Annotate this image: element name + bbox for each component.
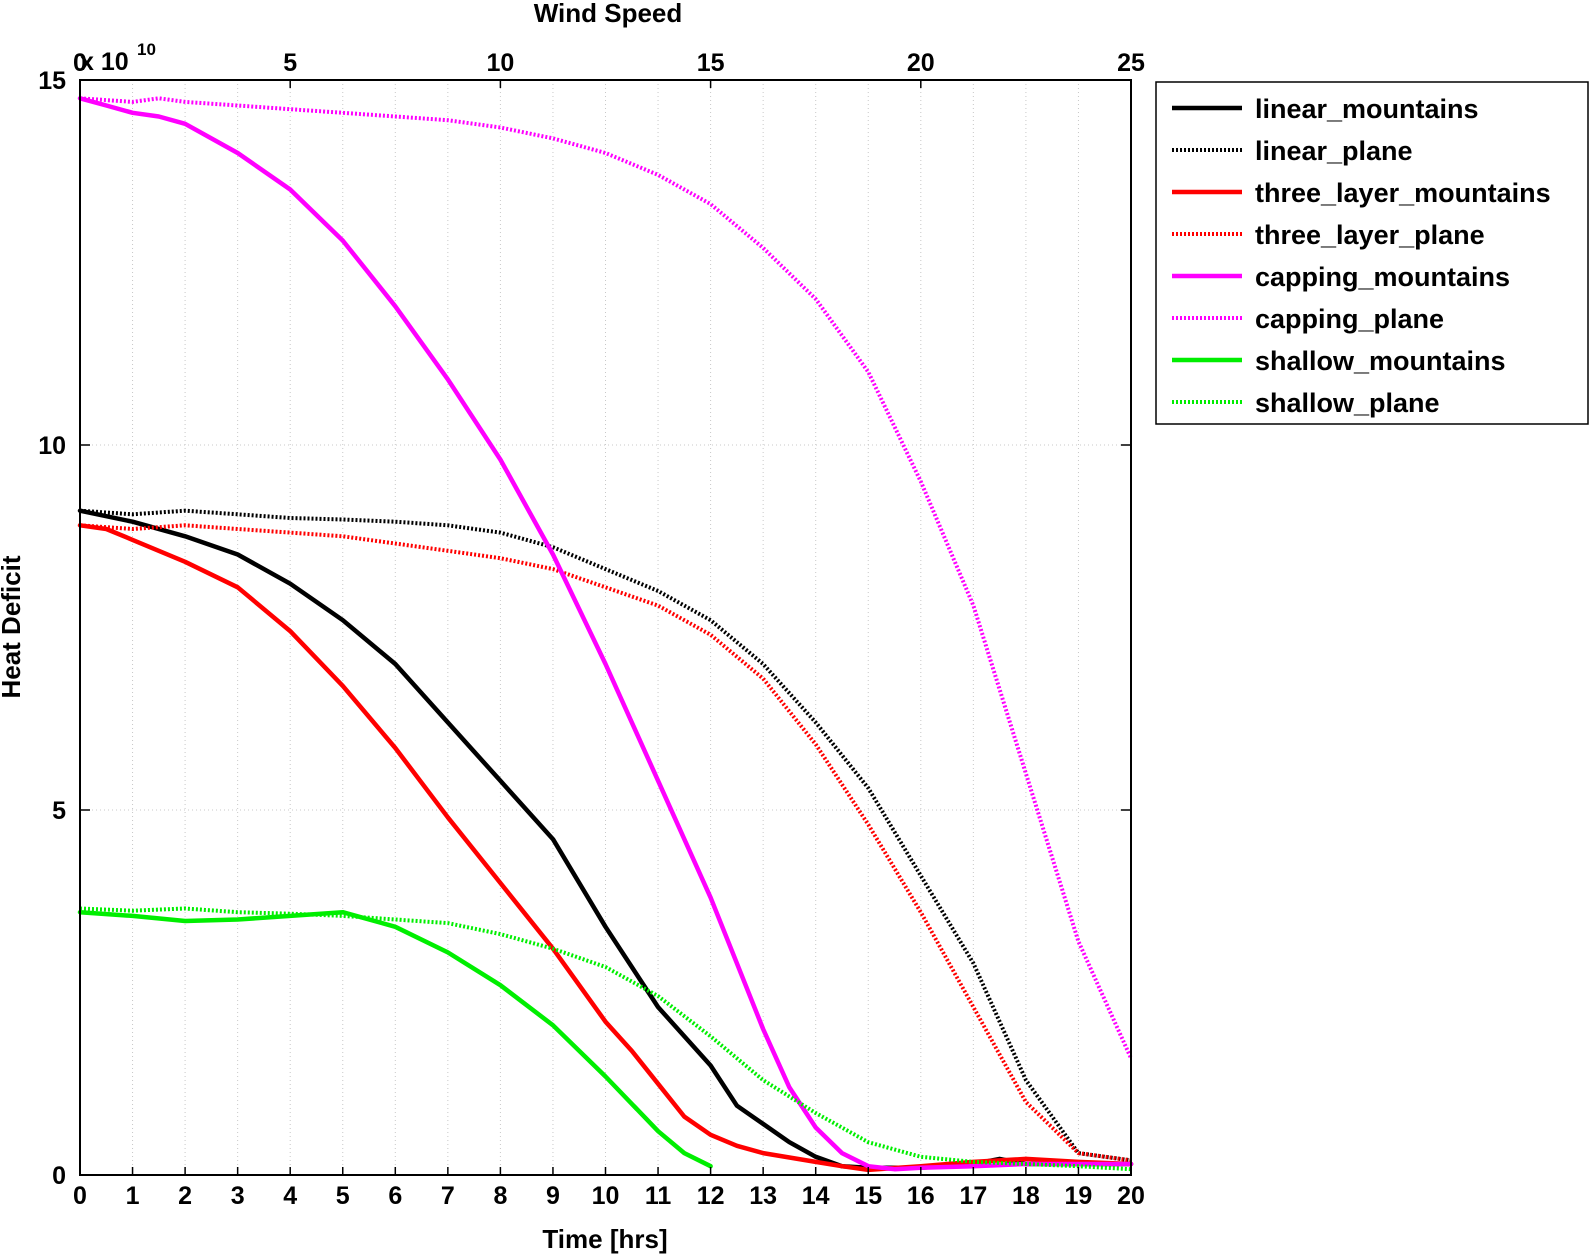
x-tick-label: 2 [178,1182,192,1210]
legend-label-linear-plane: linear_plane [1255,136,1413,166]
x-axis-title: Time [hrs] [542,1224,667,1254]
legend-label-capping-mountains: capping_mountains [1255,262,1510,292]
legend-label-shallow-plane: shallow_plane [1255,388,1440,418]
legend-label-linear-mountains: linear_mountains [1255,94,1479,124]
top-axis-title: Wind Speed [534,0,683,28]
x-tick-label: 3 [231,1182,245,1210]
y-exponent-power: 10 [137,40,156,59]
top-tick-label: 5 [283,49,297,77]
x-tick-label: 13 [749,1182,777,1210]
x-tick-label: 15 [854,1182,882,1210]
legend: linear_mountains linear_plane three_layer_… [1155,81,1589,425]
x-tick-label: 7 [441,1182,455,1210]
series-line-capping-plane [79,96,1133,1060]
x-tick-label: 19 [1065,1182,1093,1210]
series-line-shallow-plane [79,906,1132,1172]
y-tick-label: 5 [52,797,66,825]
top-tick-label: 0 [73,49,87,77]
x-tick-label: 10 [592,1182,620,1210]
top-tick-label: 25 [1117,49,1145,77]
y-tick-label: 10 [38,432,66,460]
legend-label-shallow-mountains: shallow_mountains [1255,346,1506,376]
x-tick-label: 5 [336,1182,350,1210]
grid-lines [79,79,1132,1176]
legend-box [1155,81,1589,425]
x-tick-label: 17 [959,1182,987,1210]
x-tick-label: 14 [802,1182,830,1210]
series-line-shallow-mountains [77,909,713,1169]
x-tick-label: 8 [493,1182,507,1210]
x-tick-label: 16 [907,1182,935,1210]
series-line-capping-mountains [77,96,1134,1172]
x-tick-label: 4 [283,1182,297,1210]
x-tick-label: 18 [1012,1182,1040,1210]
x-tick-label: 1 [126,1182,140,1210]
top-tick-label: 15 [697,49,725,77]
top-tick-label: 10 [486,49,514,77]
x-tick-label: 12 [697,1182,725,1210]
legend-label-three-layer-plane: three_layer_plane [1255,220,1485,250]
x-tick-label: 0 [73,1182,87,1210]
series-line-linear-plane [79,508,1132,1163]
series-line-three-layer-mountains [77,523,1134,1173]
x-tick-label: 20 [1117,1182,1145,1210]
legend-label-three-layer-mountains: three_layer_mountains [1255,178,1551,208]
series-line-linear-mountains [77,508,1134,1170]
y-tick-label: 0 [52,1162,66,1190]
legend-label-capping-plane: capping_plane [1255,304,1444,334]
y-tick-label: 15 [38,67,66,95]
y-axis-title: Heat Deficit [0,555,26,698]
x-tick-label: 9 [546,1182,560,1210]
x-tick-label: 11 [645,1182,672,1210]
x-tick-label: 6 [388,1182,402,1210]
series-lines [77,96,1134,1173]
top-tick-label: 20 [907,49,935,77]
y-exponent-label: x 10 [80,48,129,76]
